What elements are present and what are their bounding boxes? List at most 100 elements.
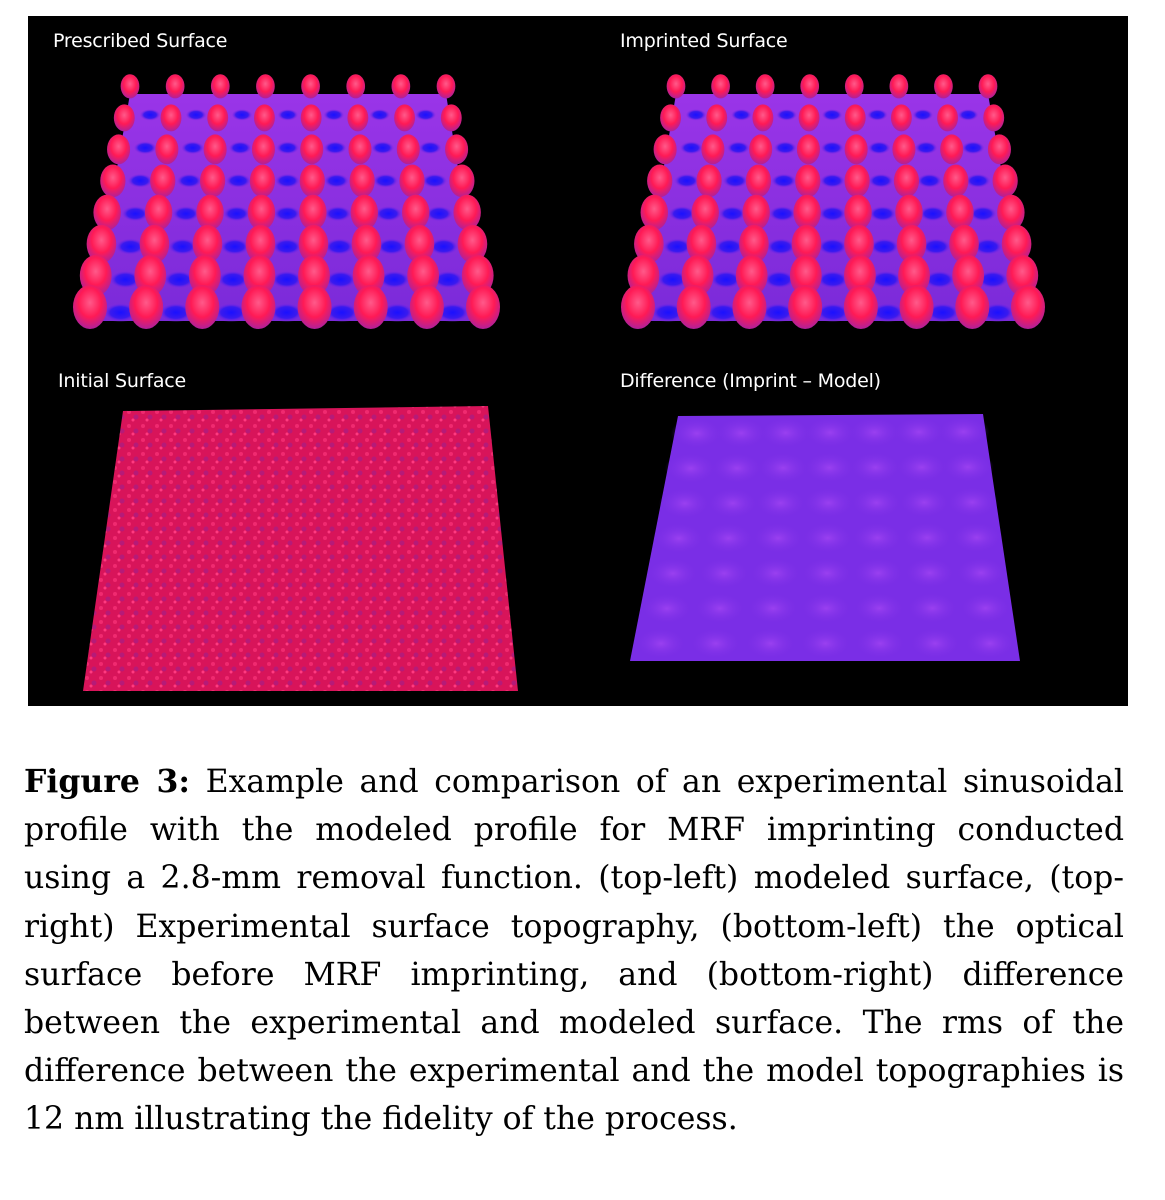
- valley-mark: [972, 238, 1003, 256]
- peak-mark: [647, 164, 673, 198]
- peak-mark: [86, 224, 117, 264]
- valley-mark: [269, 302, 305, 323]
- valley-mark: [158, 302, 194, 323]
- peak-mark: [396, 134, 420, 165]
- valley-mark: [225, 173, 252, 188]
- valley-mark: [914, 141, 938, 155]
- prescribed-surface-plot: [73, 74, 500, 329]
- valley-mark: [323, 205, 352, 222]
- valley-mark: [277, 109, 299, 121]
- peak-mark: [120, 74, 140, 99]
- valley-mark: [323, 109, 345, 121]
- peak-mark: [297, 285, 332, 329]
- peak-mark: [844, 134, 868, 165]
- valley-mark: [722, 173, 749, 188]
- surface-variation-mark: [802, 486, 855, 519]
- valley-mark: [776, 109, 798, 121]
- peak-mark: [155, 134, 179, 165]
- surface-variation-mark: [903, 556, 956, 589]
- valley-mark: [821, 109, 843, 121]
- valley-mark: [816, 270, 850, 289]
- peak-mark: [711, 74, 730, 99]
- peak-mark: [300, 104, 322, 132]
- valley-mark: [270, 270, 304, 289]
- valley-mark: [662, 238, 693, 256]
- surface-variation-mark: [634, 627, 687, 660]
- surface-variation-mark: [744, 627, 797, 660]
- valley-mark: [115, 238, 146, 256]
- peak-mark: [207, 104, 229, 132]
- peak-mark: [844, 164, 870, 198]
- peak-mark: [890, 104, 912, 132]
- peak-mark: [844, 224, 874, 264]
- peak-mark: [247, 194, 276, 231]
- panel-label-difference: Difference (Imprint – Model): [620, 370, 881, 392]
- valley-mark: [121, 205, 150, 222]
- valley-mark: [374, 205, 403, 222]
- figure-caption-label: Figure 3:: [24, 763, 190, 800]
- valley-mark: [379, 302, 415, 323]
- valley-mark: [820, 141, 844, 155]
- peak-mark: [409, 285, 444, 329]
- surface-variation-mark: [799, 627, 852, 660]
- peak-mark: [798, 104, 820, 132]
- peak-mark: [107, 134, 131, 165]
- valley-mark: [765, 238, 797, 256]
- surface-variation-mark: [752, 522, 805, 555]
- valley-mark: [730, 109, 752, 121]
- peak-mark: [934, 74, 953, 99]
- surface-variation-mark: [901, 521, 954, 554]
- surface-variation-mark: [849, 451, 902, 484]
- peak-mark: [987, 134, 1011, 165]
- peak-mark: [666, 74, 686, 99]
- valley-mark: [228, 141, 252, 155]
- valley-mark: [957, 109, 979, 121]
- valley-mark: [371, 141, 395, 155]
- peak-mark: [165, 74, 185, 99]
- peak-mark: [752, 104, 774, 132]
- surface-variation-mark: [946, 486, 999, 519]
- valley-mark: [870, 302, 906, 323]
- peak-mark: [937, 104, 958, 132]
- valley-mark: [869, 238, 900, 256]
- peak-mark: [739, 224, 769, 264]
- valley-mark: [167, 238, 198, 256]
- surface-variation-mark: [646, 557, 699, 590]
- initial-surface-plot: [83, 406, 518, 691]
- surface-variation-mark: [941, 451, 994, 484]
- peak-mark: [793, 194, 821, 231]
- valley-mark: [418, 141, 442, 155]
- peak-mark: [299, 164, 325, 198]
- peak-mark: [346, 74, 366, 99]
- surface-variation-mark: [698, 557, 751, 590]
- peak-mark: [300, 134, 324, 165]
- surface-variation-mark: [898, 486, 951, 519]
- figure-caption-text: Example and comparison of an experimenta…: [24, 764, 1124, 1138]
- surface-variation-mark: [892, 416, 945, 449]
- peak-mark: [210, 74, 230, 99]
- valley-mark: [369, 109, 391, 121]
- valley-mark: [273, 205, 302, 222]
- peak-mark: [788, 285, 823, 329]
- surface-variation-mark: [937, 415, 990, 448]
- peak-mark: [706, 104, 728, 132]
- surface-variation-mark: [747, 592, 800, 625]
- peak-mark: [249, 164, 276, 198]
- peak-mark: [795, 164, 821, 198]
- surface-variation-mark: [959, 592, 1012, 625]
- surface-variation-mark: [689, 627, 742, 660]
- valley-mark: [968, 205, 997, 222]
- peak-mark: [892, 134, 916, 165]
- peak-mark: [185, 285, 220, 329]
- peak-mark: [199, 164, 226, 198]
- valley-mark: [815, 302, 851, 323]
- difference-surface-plot: [630, 414, 1020, 661]
- peak-mark: [844, 194, 872, 231]
- valley-mark: [656, 270, 690, 289]
- peak-mark: [404, 224, 435, 264]
- figure-caption: Figure 3: Example and comparison of an e…: [24, 758, 1124, 1144]
- valley-mark: [709, 270, 743, 289]
- valley-mark: [961, 141, 985, 155]
- valley-mark: [324, 238, 355, 256]
- peak-mark: [640, 194, 669, 231]
